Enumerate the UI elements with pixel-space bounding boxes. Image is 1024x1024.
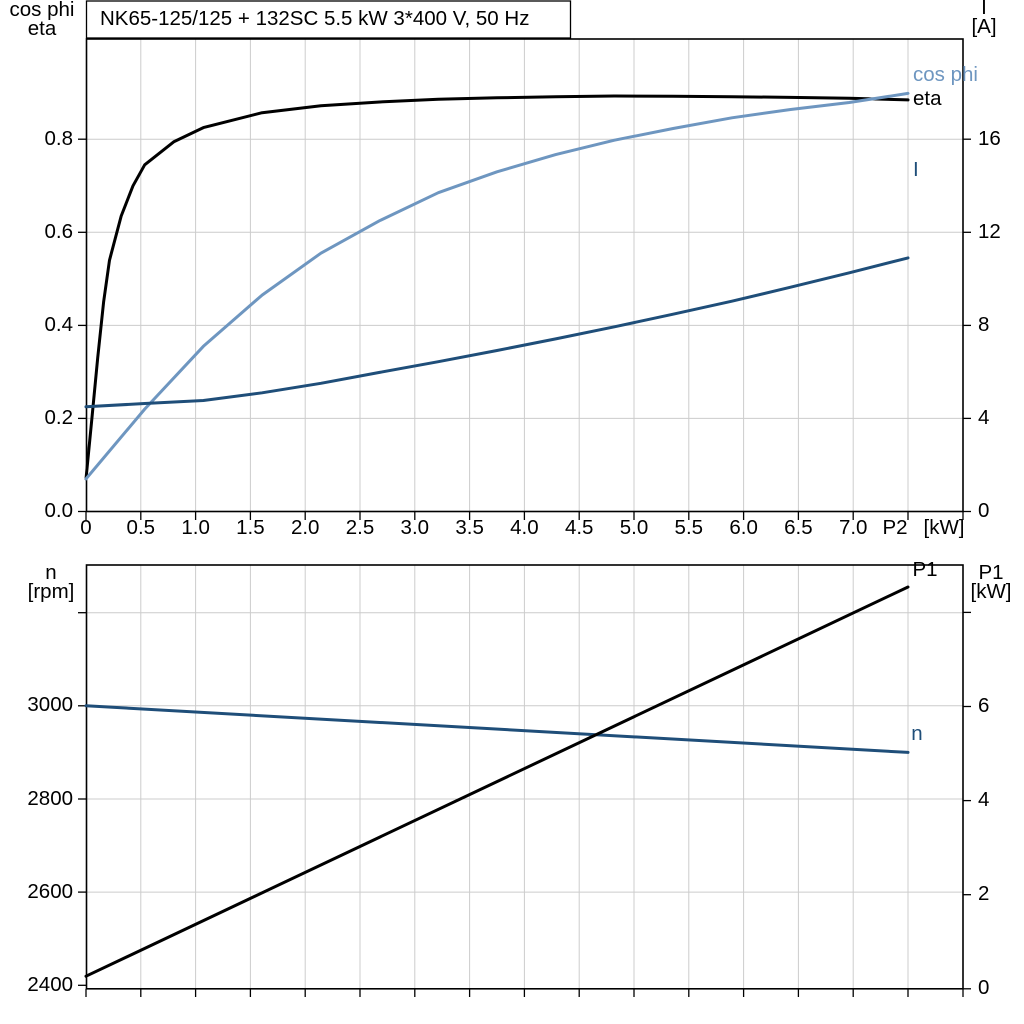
- svg-text:2800: 2800: [27, 787, 73, 810]
- svg-text:4: 4: [978, 406, 989, 429]
- svg-text:[rpm]: [rpm]: [28, 580, 75, 603]
- svg-text:0: 0: [978, 499, 989, 522]
- svg-text:0.4: 0.4: [45, 313, 74, 336]
- svg-text:3000: 3000: [27, 693, 73, 716]
- svg-text:0: 0: [978, 976, 989, 999]
- svg-text:4: 4: [978, 788, 989, 811]
- svg-text:eta: eta: [913, 87, 942, 110]
- svg-text:3.0: 3.0: [401, 516, 430, 539]
- svg-text:0.6: 0.6: [45, 220, 74, 243]
- svg-text:NK65-125/125 + 132SC 5.5 kW: NK65-125/125 + 132SC 5.5 kW 3*400 V, 50 …: [100, 7, 529, 30]
- svg-text:eta: eta: [28, 17, 57, 40]
- svg-text:4.5: 4.5: [565, 516, 594, 539]
- svg-text:2.5: 2.5: [346, 516, 375, 539]
- svg-text:12: 12: [978, 220, 1001, 243]
- svg-text:2600: 2600: [27, 880, 73, 903]
- svg-text:6.0: 6.0: [729, 516, 758, 539]
- svg-text:P1: P1: [912, 558, 937, 581]
- svg-text:[A]: [A]: [971, 15, 996, 38]
- svg-text:6.5: 6.5: [784, 516, 813, 539]
- svg-text:I: I: [913, 158, 919, 181]
- svg-text:n: n: [911, 722, 922, 745]
- svg-text:7.0: 7.0: [839, 516, 868, 539]
- svg-text:[kW]: [kW]: [924, 516, 965, 539]
- svg-text:cos phi: cos phi: [913, 63, 978, 86]
- svg-text:1.5: 1.5: [236, 516, 265, 539]
- svg-text:5.5: 5.5: [675, 516, 704, 539]
- svg-text:2400: 2400: [27, 973, 73, 996]
- svg-text:8: 8: [978, 313, 989, 336]
- svg-text:0: 0: [80, 516, 91, 539]
- svg-text:[kW]: [kW]: [971, 580, 1012, 603]
- svg-text:2: 2: [978, 882, 989, 905]
- svg-text:P2: P2: [882, 516, 907, 539]
- svg-text:0.2: 0.2: [45, 406, 74, 429]
- svg-text:5.0: 5.0: [620, 516, 649, 539]
- svg-text:2.0: 2.0: [291, 516, 320, 539]
- svg-text:16: 16: [978, 127, 1001, 150]
- svg-text:0.8: 0.8: [45, 127, 74, 150]
- svg-text:6: 6: [978, 694, 989, 717]
- svg-text:4.0: 4.0: [510, 516, 539, 539]
- svg-text:0.5: 0.5: [127, 516, 156, 539]
- svg-text:1.0: 1.0: [181, 516, 210, 539]
- svg-text:3.5: 3.5: [455, 516, 484, 539]
- svg-text:0.0: 0.0: [45, 499, 74, 522]
